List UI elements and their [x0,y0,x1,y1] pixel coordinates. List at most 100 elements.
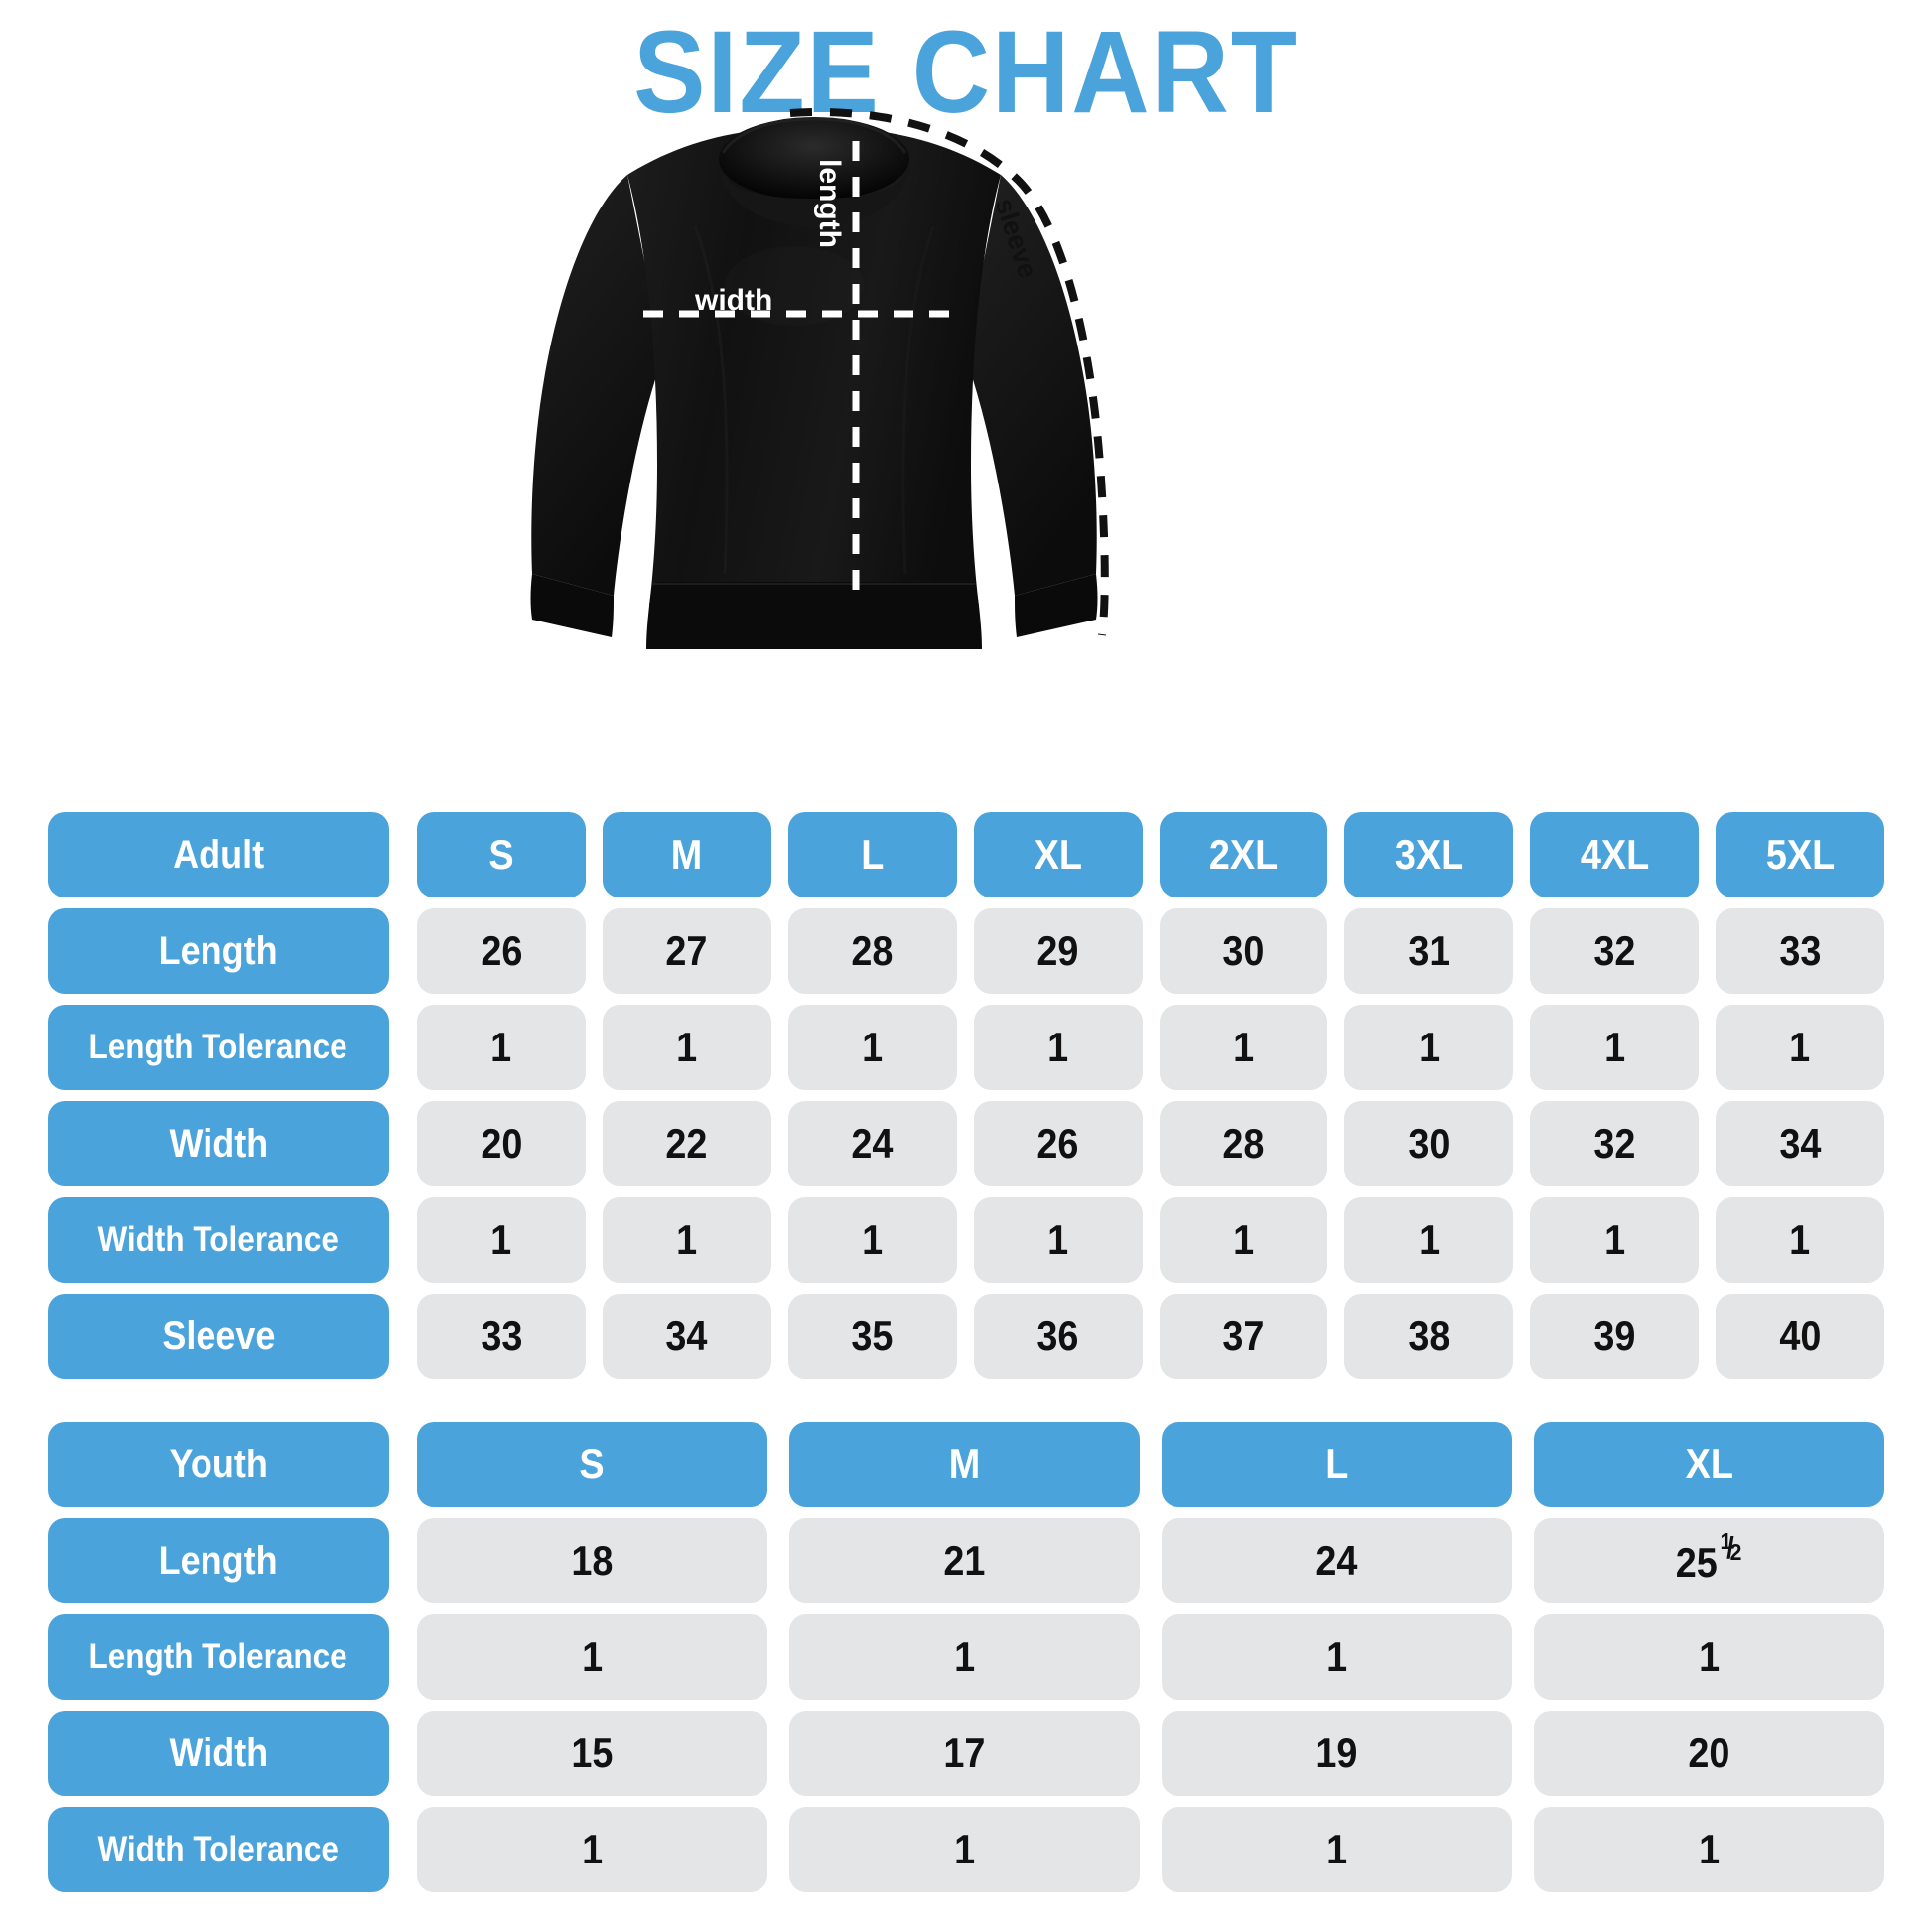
table-cell: 28 [1159,1101,1328,1186]
adult-size-header-l[interactable]: L [787,812,957,897]
table-cell: 33 [1716,908,1884,994]
youth-size-header-m[interactable]: M [789,1422,1140,1507]
table-cell: 34 [602,1294,771,1379]
table-cell: 15 [417,1711,767,1796]
table-cell: 1 [789,1614,1140,1700]
table-cell: 21 [789,1518,1140,1603]
youth-header-label: Youth [48,1422,389,1507]
youth-size-header-xl[interactable]: XL [1534,1422,1884,1507]
table-row: Sleeve 33 34 35 36 37 38 39 40 [48,1294,1884,1379]
table-cell: 1 [602,1005,771,1090]
table-cell: 1 [1534,1807,1884,1892]
table-cell: 1 [1162,1614,1512,1700]
adult-size-header-3xl[interactable]: 3XL [1344,812,1514,897]
table-row: Width 20 22 24 26 28 30 32 34 [48,1101,1884,1186]
table-row: Width 15 17 19 20 [48,1711,1884,1796]
adult-header-row: Adult S M L XL 2XL 3XL 4XL 5XL [48,812,1884,897]
youth-row-label-length: Length [48,1518,389,1603]
table-cell: 18 [417,1518,767,1603]
collar-band [719,159,909,226]
table-cell: 1 [787,1005,957,1090]
table-cell: 1 [1344,1197,1514,1283]
table-cell: 1 [417,1614,767,1700]
adult-row-label-length-tolerance: Length Tolerance [48,1005,389,1090]
table-cell: 28 [787,908,957,994]
table-cell: 1 [973,1005,1143,1090]
adult-size-header-s[interactable]: S [417,812,586,897]
table-cell: 1 [1534,1614,1884,1700]
table-cell: 1 [1344,1005,1514,1090]
youth-header-row: Youth S M L XL [48,1422,1884,1507]
table-cell: 27 [602,908,771,994]
collar-opening [719,117,909,201]
table-cell: 32 [1530,908,1700,994]
table-row: Width Tolerance 1 1 1 1 1 1 1 1 [48,1197,1884,1283]
width-label: width [695,284,773,317]
table-row: Width Tolerance 1 1 1 1 [48,1807,1884,1892]
table-cell: 20 [417,1101,586,1186]
adult-row-label-width-tolerance: Width Tolerance [48,1197,389,1283]
table-cell: 1 [417,1197,586,1283]
table-cell: 24 [787,1101,957,1186]
table-cell: 34 [1716,1101,1884,1186]
adult-size-header-2xl[interactable]: 2XL [1159,812,1328,897]
table-cell: 1 [787,1197,957,1283]
youth-size-header-l[interactable]: L [1162,1422,1512,1507]
table-cell: 1 [789,1807,1140,1892]
youth-row-label-width-tolerance: Width Tolerance [48,1807,389,1892]
garment-illustration: width length sleeve [496,107,1132,663]
table-cell: 20 [1534,1711,1884,1796]
table-cell: 33 [417,1294,586,1379]
table-cell: 38 [1344,1294,1514,1379]
table-row: Length 26 27 28 29 30 31 32 33 [48,908,1884,994]
table-cell: 32 [1530,1101,1700,1186]
adult-header-label: Adult [48,812,389,897]
adult-size-header-5xl[interactable]: 5XL [1716,812,1884,897]
table-cell: 26 [417,908,586,994]
table-cell: 31 [1344,908,1514,994]
left-cuff [530,574,614,637]
table-cell: 22 [602,1101,771,1186]
table-cell: 1 [602,1197,771,1283]
page-title: SIZE CHART [633,7,1299,138]
adult-row-label-sleeve: Sleeve [48,1294,389,1379]
table-row: Length Tolerance 1 1 1 1 [48,1614,1884,1700]
table-cell: 1 [1159,1005,1328,1090]
adult-size-header-m[interactable]: M [602,812,771,897]
table-cell: 1 [973,1197,1143,1283]
table-cell: 1 [1530,1005,1700,1090]
left-sleeve [531,175,663,596]
table-cell: 29 [973,908,1143,994]
table-cell: 25 1/2 [1534,1518,1884,1603]
sweatshirt-icon [530,107,1109,649]
table-row: Length Tolerance 1 1 1 1 1 1 1 1 [48,1005,1884,1090]
youth-row-label-width: Width [48,1711,389,1796]
table-cell: 37 [1159,1294,1328,1379]
table-cell: 19 [1162,1711,1512,1796]
adult-size-table: Adult S M L XL 2XL 3XL 4XL 5XL Length 26 27 28 29 30 31… [48,812,1884,1390]
garment-body [627,127,1001,606]
length-label: length [813,159,846,248]
table-cell: 26 [973,1101,1143,1186]
table-cell: 1 [417,1005,586,1090]
adult-row-label-width: Width [48,1101,389,1186]
adult-size-header-4xl[interactable]: 4XL [1530,812,1700,897]
table-cell: 17 [789,1711,1140,1796]
table-cell: 35 [787,1294,957,1379]
adult-row-label-length: Length [48,908,389,994]
youth-size-header-s[interactable]: S [417,1422,767,1507]
youth-size-table: Youth S M L XL Length 18 21 24 25 1/2 Length Tolera… [48,1422,1884,1903]
table-cell: 1 [1530,1197,1700,1283]
right-sleeve [965,175,1097,596]
table-cell: 30 [1159,908,1328,994]
table-cell: 36 [973,1294,1143,1379]
table-cell: 24 [1162,1518,1512,1603]
youth-row-label-length-tolerance: Length Tolerance [48,1614,389,1700]
table-cell: 30 [1344,1101,1514,1186]
right-cuff [1015,574,1098,637]
adult-size-header-xl[interactable]: XL [973,812,1143,897]
table-cell: 1 [1716,1197,1884,1283]
table-cell: 40 [1716,1294,1884,1379]
table-cell: 1 [1716,1005,1884,1090]
bottom-hem [646,582,982,649]
